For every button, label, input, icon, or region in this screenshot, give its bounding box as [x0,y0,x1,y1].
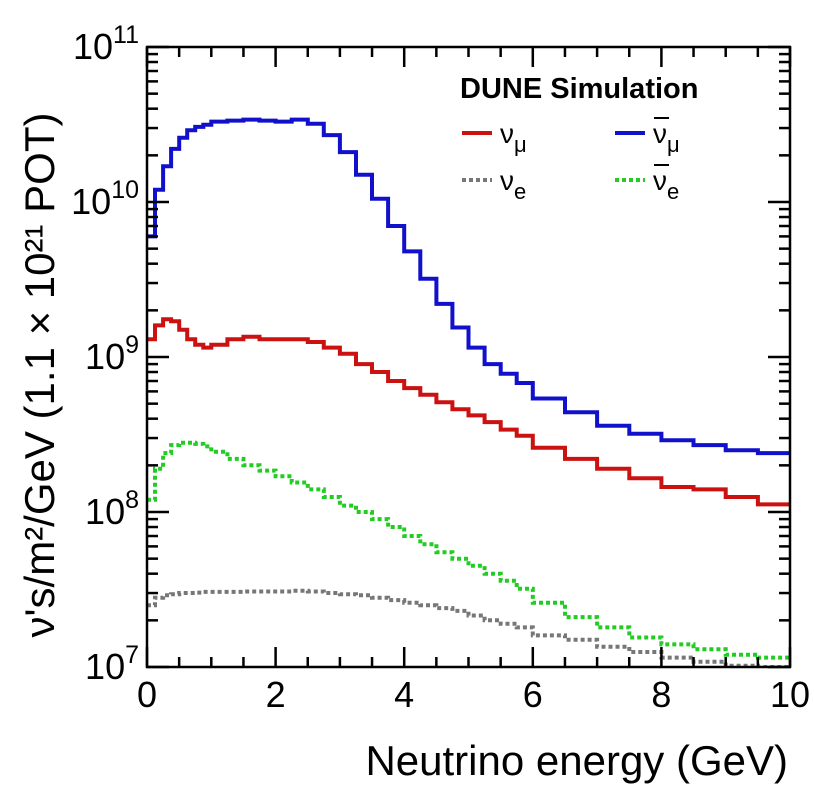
x-tick-label: 6 [523,674,543,715]
series-line-0 [147,317,790,507]
x-tick-labels: 0 2 4 6 8 10 [137,674,810,715]
legend-title: DUNE Simulation [460,73,698,105]
y-tick-label: 107 [85,641,139,687]
x-tick-label: 2 [266,674,286,715]
x-tick-label: 10 [770,674,810,715]
legend-label: νe [500,165,526,204]
legend-label: νμ [653,118,680,157]
x-tick-label: 8 [651,674,671,715]
legend-entries: νμ νμ νe νe [462,117,680,204]
series-line-2 [147,588,790,667]
y-tick-label: 1011 [73,21,139,67]
x-tick-label: 0 [137,674,157,715]
plot-frame [145,45,792,669]
plot-content [147,117,790,667]
legend-label: νe [653,165,679,204]
legend: DUNE Simulation νμ νμ νe νe [460,73,698,204]
y-tick-label: 108 [85,486,139,532]
axis-ticks [145,45,792,669]
y-tick-label: 109 [85,331,139,377]
series-line-3 [147,440,790,660]
legend-label: νμ [500,118,527,157]
series-line-1 [147,117,790,456]
y-tick-labels: 107 108 109 1010 1011 [71,21,139,687]
y-axis-title: ν's/m²/GeV (1.1 × 10²¹ POT) [16,113,63,638]
x-tick-label: 4 [394,674,414,715]
y-tick-label: 1010 [71,176,139,222]
x-axis-title: Neutrino energy (GeV) [365,737,788,784]
